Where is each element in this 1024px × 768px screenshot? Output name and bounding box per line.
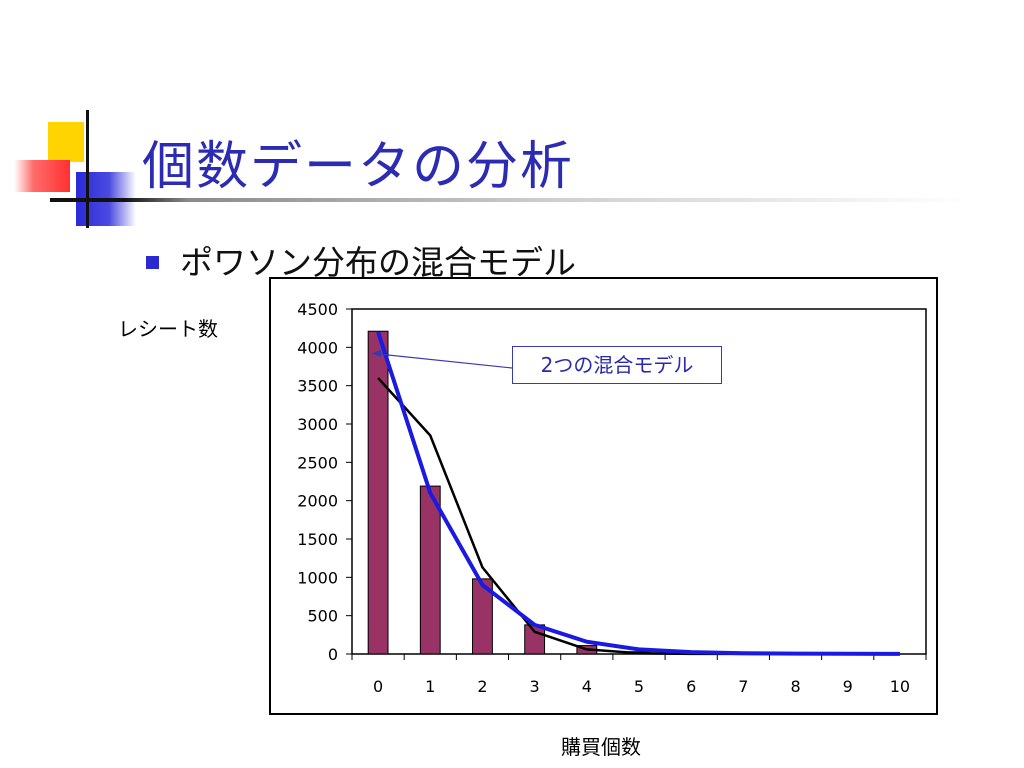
bullet-square-icon: [146, 256, 159, 269]
callout-box: 2つの混合モデル: [512, 346, 722, 384]
y-tick-label: 4500: [297, 300, 338, 319]
bullet-text: ポワソン分布の混合モデル: [180, 243, 576, 282]
bar: [472, 578, 493, 655]
decor-vertical-line: [86, 110, 89, 228]
title-underline: [50, 198, 970, 202]
bar: [367, 330, 389, 655]
x-tick-label: 5: [634, 677, 644, 696]
x-tick-label: 7: [738, 677, 748, 696]
bar: [419, 485, 441, 655]
y-tick-label: 0: [328, 645, 338, 664]
x-tick-label: 8: [790, 677, 800, 696]
y-axis-label: レシート数: [118, 317, 218, 341]
x-tick-label: 10: [890, 677, 910, 696]
x-tick-label: 0: [373, 677, 383, 696]
y-tick-label: 3000: [297, 415, 338, 434]
y-tick-label: 1500: [297, 530, 338, 549]
x-tick-label: 6: [686, 677, 696, 696]
bar: [524, 624, 546, 655]
x-tick-label: 4: [582, 677, 592, 696]
slide-title: 個数データの分析: [142, 137, 575, 197]
x-tick-label: 2: [477, 677, 487, 696]
x-tick-label: 1: [425, 677, 435, 696]
x-tick-label: 3: [530, 677, 540, 696]
series-line-black: [377, 377, 900, 656]
y-tick-label: 1000: [297, 568, 338, 587]
series-line-blue: [376, 331, 900, 656]
decor-yellow-square: [48, 122, 84, 162]
y-tick-label: 3500: [297, 377, 338, 396]
y-tick-label: 4000: [297, 338, 338, 357]
callout-arrowhead: [372, 349, 382, 358]
decor-red-bar: [14, 160, 70, 192]
y-tick-label: 2500: [297, 453, 338, 472]
callout-pointer: [372, 352, 513, 369]
y-tick-label: 500: [307, 607, 338, 626]
x-tick-label: 9: [843, 677, 853, 696]
y-tick-label: 2000: [297, 492, 338, 511]
x-axis-label: 購買個数: [561, 735, 641, 759]
